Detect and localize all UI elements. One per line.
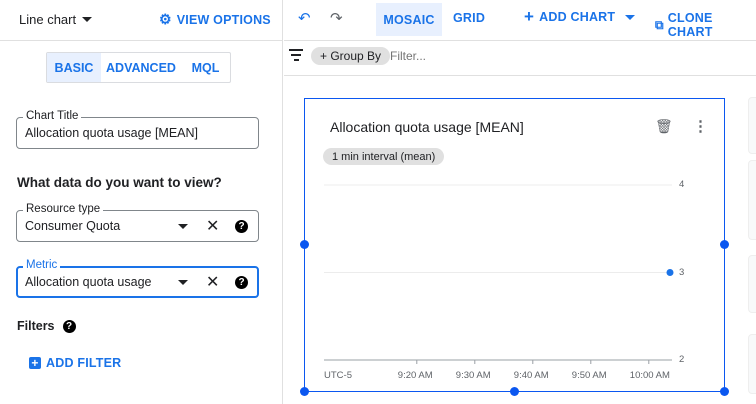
clone-chart-button[interactable]: ⧉ CLONE CHART bbox=[655, 11, 756, 39]
help-icon[interactable]: ? bbox=[235, 220, 248, 233]
more-vert-icon[interactable]: ⋮ bbox=[693, 118, 708, 135]
resource-type-value[interactable]: Consumer Quota bbox=[25, 219, 121, 233]
y-tick-label: 2 bbox=[679, 354, 685, 365]
resize-handle-bottom-right[interactable] bbox=[720, 387, 729, 396]
filter-list-icon[interactable] bbox=[289, 49, 303, 61]
chart-title-label: Chart Title bbox=[23, 110, 82, 122]
resize-handle-left[interactable] bbox=[300, 240, 309, 249]
resize-handle-bottom-left[interactable] bbox=[300, 387, 309, 396]
adjacent-chart-card[interactable] bbox=[748, 334, 756, 394]
caret-down-icon bbox=[82, 17, 93, 22]
chart-title-field[interactable]: Chart Title Allocation quota usage [MEAN… bbox=[16, 110, 259, 149]
chart-title: Allocation quota usage [MEAN] bbox=[330, 119, 524, 135]
resize-handle-bottom[interactable] bbox=[510, 387, 519, 396]
resource-type-label: Resource type bbox=[23, 203, 104, 215]
x-tick-label: 9:40 AM bbox=[513, 370, 549, 381]
chart-title-input[interactable]: Allocation quota usage [MEAN] bbox=[25, 126, 199, 140]
filters-label: Filters bbox=[17, 319, 55, 333]
view-options-label: VIEW OPTIONS bbox=[176, 12, 271, 27]
view-options-button[interactable]: ⚙ VIEW OPTIONS bbox=[159, 11, 271, 28]
plus-icon: + bbox=[524, 7, 535, 26]
adjacent-chart-card[interactable] bbox=[748, 160, 756, 240]
section-heading: What data do you want to view? bbox=[17, 175, 222, 190]
add-filter-label: ADD FILTER bbox=[46, 356, 122, 370]
adjacent-chart-card[interactable] bbox=[748, 97, 756, 154]
divider bbox=[284, 40, 756, 41]
grid-button[interactable]: GRID bbox=[453, 11, 486, 25]
adjacent-chart-card[interactable] bbox=[748, 255, 756, 313]
resource-type-field[interactable]: Resource type Consumer Quota ✕ ? bbox=[16, 203, 259, 242]
mosaic-button[interactable]: MOSAIC bbox=[376, 3, 442, 36]
clear-icon[interactable]: ✕ bbox=[206, 218, 220, 235]
filter-input[interactable] bbox=[390, 49, 690, 63]
tab-advanced[interactable]: ADVANCED bbox=[106, 60, 176, 75]
caret-down-icon bbox=[625, 14, 636, 20]
x-tick-label: 10:00 AM bbox=[629, 370, 670, 381]
resize-handle-right[interactable] bbox=[720, 240, 729, 249]
clear-icon[interactable]: ✕ bbox=[206, 274, 220, 291]
metric-label: Metric bbox=[23, 259, 61, 271]
query-mode-tabs: BASIC ADVANCED MQL bbox=[46, 52, 231, 83]
metric-value[interactable]: Allocation quota usage bbox=[25, 275, 152, 289]
redo-icon[interactable]: ↷ bbox=[330, 10, 343, 27]
copy-icon: ⧉ bbox=[655, 17, 664, 32]
tab-basic[interactable]: BASIC bbox=[47, 53, 101, 82]
y-tick-label: 3 bbox=[679, 266, 685, 278]
add-filter-button[interactable]: + ADD FILTER bbox=[29, 356, 121, 370]
caret-down-icon[interactable] bbox=[178, 224, 188, 229]
y-tick-label: 4 bbox=[679, 179, 685, 190]
chart-type-label: Line chart bbox=[19, 12, 77, 27]
group-by-chip[interactable]: + Group By bbox=[311, 47, 391, 65]
chart-type-dropdown[interactable]: Line chart bbox=[19, 12, 93, 27]
chart-config-panel: Line chart ⚙ VIEW OPTIONS BASIC ADVANCED… bbox=[0, 0, 283, 404]
metric-field[interactable]: Metric Allocation quota usage ✕ ? bbox=[16, 259, 259, 298]
x-tick-label: 9:20 AM bbox=[397, 370, 433, 381]
add-chart-button[interactable]: + ADD CHART bbox=[524, 7, 636, 26]
clone-chart-label: CLONE CHART bbox=[667, 11, 713, 39]
tab-mql[interactable]: MQL bbox=[191, 60, 220, 75]
timezone-label: UTC-5 bbox=[324, 370, 352, 381]
help-icon[interactable]: ? bbox=[235, 276, 248, 289]
divider bbox=[0, 40, 283, 41]
caret-down-icon[interactable] bbox=[178, 280, 188, 285]
x-tick-label: 9:30 AM bbox=[455, 370, 491, 381]
interval-chip: 1 min interval (mean) bbox=[323, 148, 445, 165]
x-tick-label: 9:50 AM bbox=[571, 370, 607, 381]
help-icon[interactable]: ? bbox=[62, 319, 76, 333]
divider bbox=[284, 75, 756, 76]
delete-icon[interactable]: 🗑 bbox=[655, 118, 673, 134]
add-chart-label: ADD CHART bbox=[539, 10, 616, 24]
data-point bbox=[666, 269, 674, 276]
undo-icon[interactable]: ↶ bbox=[298, 10, 311, 27]
add-box-icon: + bbox=[29, 357, 41, 369]
gear-icon: ⚙ bbox=[159, 11, 172, 27]
